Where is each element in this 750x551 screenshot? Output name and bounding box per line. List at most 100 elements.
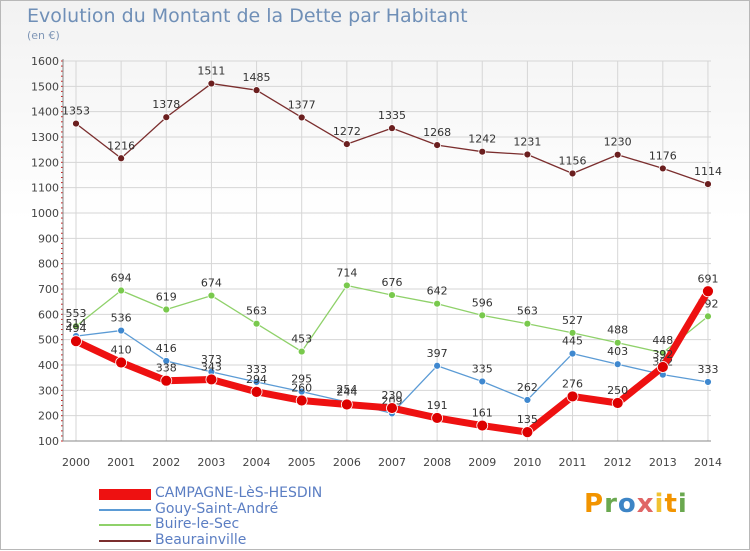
data-point [162, 113, 171, 122]
proxiti-logo: Proxiti [584, 489, 688, 519]
data-label: 1156 [559, 154, 587, 167]
logo-letter: r [604, 489, 618, 519]
logo-letter: i [654, 489, 665, 519]
logo-letter: x [636, 489, 655, 519]
data-label: 135 [517, 413, 538, 426]
data-point [295, 394, 308, 407]
legend-swatch-buire [99, 524, 151, 526]
data-point [476, 419, 489, 432]
data-point [568, 169, 577, 178]
y-tick-label: 1200 [31, 156, 59, 169]
series-campagne-l-s-hesdin: 494 410 338 343 294 260 244 230 191 161 135 276 250 3… [66, 272, 718, 439]
data-label: 642 [427, 285, 448, 298]
data-label: 448 [652, 334, 673, 347]
y-tick-label: 500 [38, 334, 59, 347]
data-label: 714 [336, 266, 357, 279]
data-point [704, 312, 712, 321]
data-label: 1353 [62, 105, 90, 118]
data-label: 1377 [288, 98, 316, 111]
data-point [613, 338, 622, 347]
data-label: 1176 [649, 149, 677, 162]
data-point [160, 374, 173, 387]
legend-label: CAMPAGNE-LèS-HESDIN [155, 485, 323, 501]
data-label: 244 [336, 386, 357, 399]
logo-letter: P [584, 489, 605, 519]
data-label: 335 [472, 362, 493, 375]
data-point [433, 361, 442, 370]
x-tick-label: 2007 [378, 456, 406, 469]
data-point [117, 154, 126, 163]
data-label: 494 [66, 322, 87, 335]
data-point [386, 402, 398, 414]
y-tick-label: 200 [38, 410, 59, 423]
data-point [433, 141, 442, 150]
y-tick-label: 1100 [31, 182, 59, 195]
x-tick-label: 2002 [152, 456, 180, 469]
data-point [704, 378, 712, 386]
logo-letter: o [617, 489, 637, 519]
data-label: 373 [201, 353, 222, 366]
data-label: 295 [291, 373, 312, 386]
y-tick-label: 900 [38, 232, 59, 245]
data-label: 416 [156, 342, 177, 355]
data-label: 676 [381, 276, 402, 289]
data-label: 209 [381, 394, 402, 407]
data-point [162, 357, 171, 365]
x-tick-label: 2001 [107, 456, 135, 469]
data-point [658, 164, 667, 173]
data-point [702, 285, 714, 298]
data-point [340, 398, 353, 411]
data-point [611, 397, 624, 409]
y-tick-label: 700 [38, 283, 59, 296]
x-tick-label: 2009 [468, 456, 496, 469]
data-label: 161 [472, 407, 493, 420]
data-label: 230 [381, 389, 402, 402]
data-label: 343 [201, 360, 222, 373]
data-point [297, 347, 306, 356]
data-label: 1378 [152, 98, 180, 111]
data-point [433, 299, 442, 308]
data-point [613, 360, 622, 369]
data-point [478, 147, 487, 156]
data-point [478, 311, 487, 320]
y-tick-label: 1600 [31, 55, 59, 68]
data-point [388, 291, 396, 299]
y-tick-label: 1400 [31, 106, 59, 119]
data-label: 262 [517, 381, 538, 394]
legend-label: Beaurainville [155, 531, 247, 548]
data-point [613, 150, 622, 159]
data-label: 445 [562, 335, 583, 348]
data-point [297, 113, 306, 122]
data-point [656, 361, 669, 373]
legend-swatch-campagne [99, 489, 151, 500]
legend-label: Gouy-Saint-André [155, 500, 279, 517]
legend-swatch-gouy [99, 508, 151, 511]
data-label: 260 [291, 381, 312, 394]
logo-letter: i [677, 489, 688, 519]
x-tick-label: 2012 [604, 456, 632, 469]
data-label: 403 [607, 345, 628, 358]
data-point [117, 326, 126, 335]
data-label: 563 [517, 305, 538, 318]
data-label: 596 [472, 296, 493, 309]
data-point [523, 319, 532, 328]
data-point [207, 79, 216, 88]
data-label: 1230 [604, 136, 632, 149]
y-tick-label: 1500 [31, 80, 59, 93]
data-point [162, 305, 171, 314]
data-point [658, 348, 667, 357]
data-label: 619 [156, 291, 177, 304]
data-label: 294 [246, 373, 267, 386]
data-label: 410 [111, 343, 132, 356]
x-tick-label: 2010 [513, 456, 541, 469]
data-label: 250 [607, 384, 628, 397]
x-tick-label: 2004 [243, 456, 271, 469]
data-point [431, 412, 444, 424]
data-label: 691 [697, 272, 718, 285]
data-point [70, 335, 82, 348]
data-label: 338 [156, 362, 177, 375]
data-label: 392 [652, 348, 673, 361]
y-tick-label: 800 [38, 258, 59, 271]
